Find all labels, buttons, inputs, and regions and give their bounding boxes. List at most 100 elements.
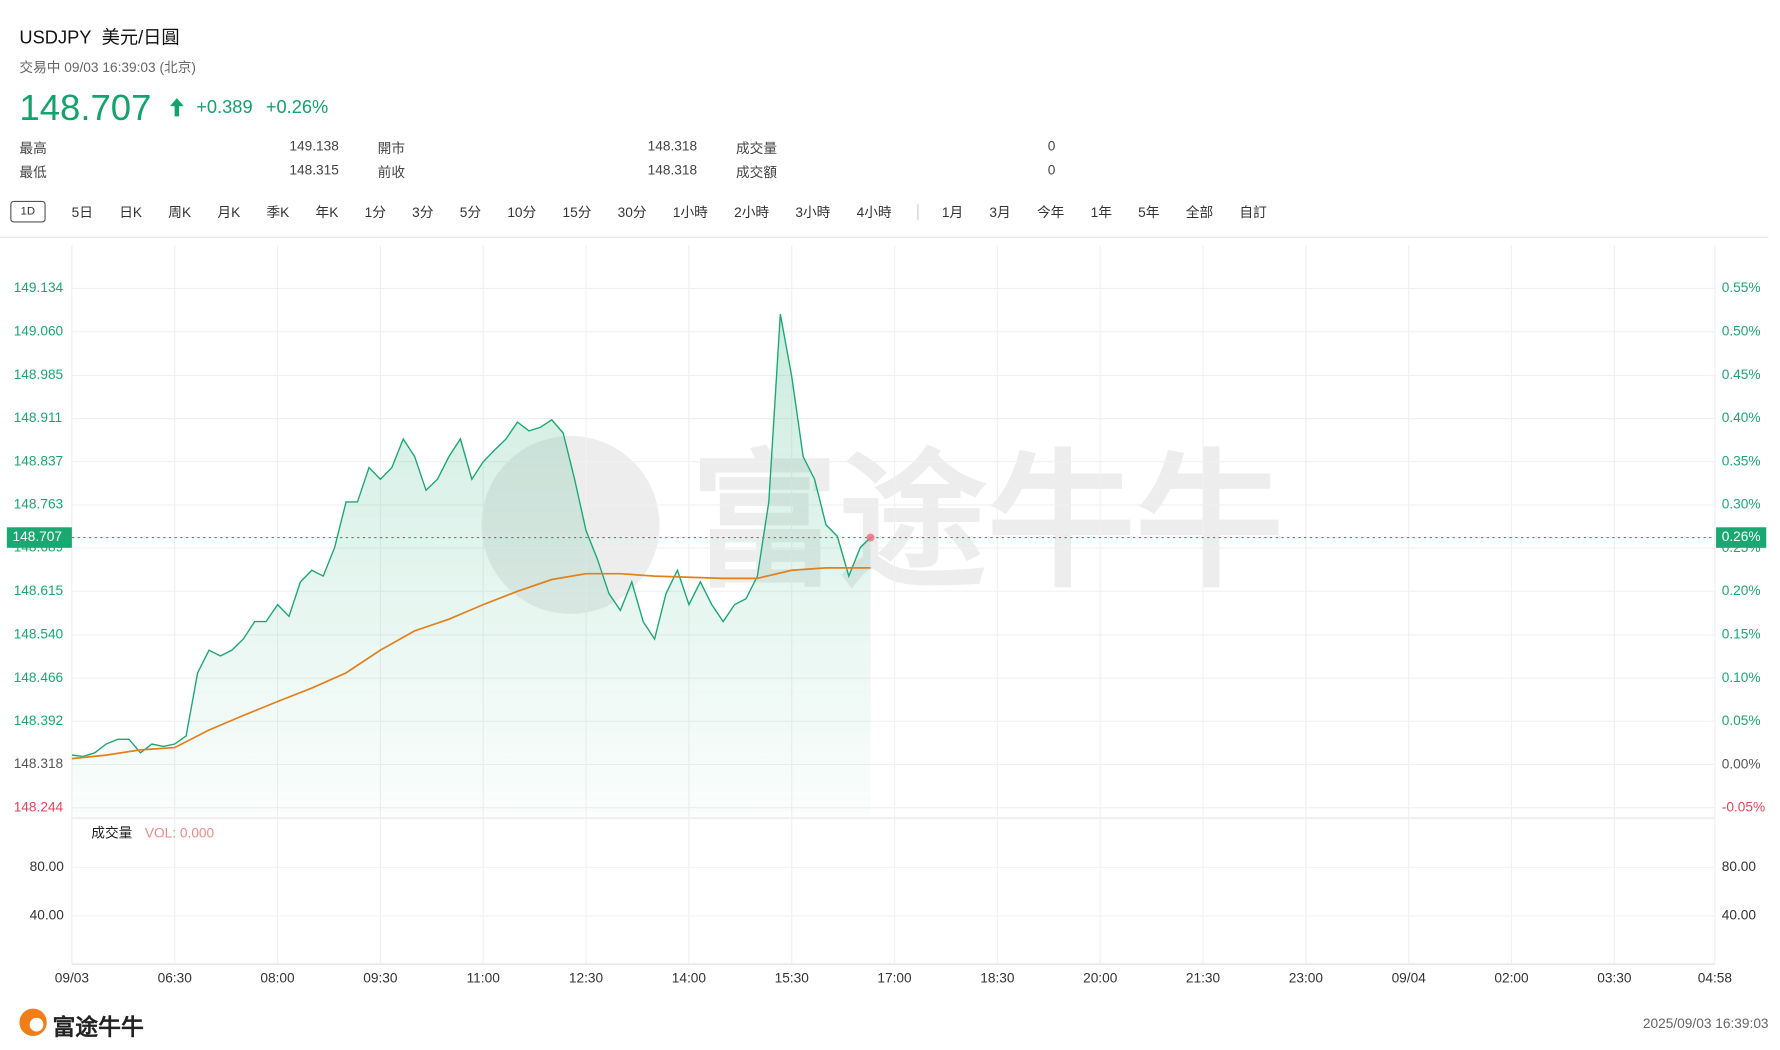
stat-label: 開市 bbox=[377, 140, 406, 157]
x-tick-label: 04:58 bbox=[1698, 971, 1733, 986]
period-tab[interactable]: 月K bbox=[217, 204, 241, 221]
price: 148.707 bbox=[19, 86, 152, 128]
period-tab[interactable]: 年K bbox=[315, 204, 339, 221]
x-tick-label: 14:00 bbox=[672, 971, 707, 986]
volume-legend: VOL: 0.000 bbox=[145, 826, 215, 841]
period-tab[interactable]: 1年 bbox=[1090, 204, 1112, 221]
stat-label: 成交額 bbox=[735, 164, 778, 181]
change: +0.389 bbox=[196, 98, 253, 118]
y-tick-label: 149.134 bbox=[14, 280, 64, 295]
stat-value: 148.318 bbox=[647, 138, 698, 155]
x-tick-label: 03:30 bbox=[1597, 971, 1632, 986]
y2-tick-label: 0.30% bbox=[1722, 497, 1761, 512]
period-tab[interactable]: 1D bbox=[10, 200, 46, 223]
period-tab[interactable]: 今年 bbox=[1036, 204, 1065, 221]
y2-tick-label: 0.15% bbox=[1722, 626, 1761, 641]
logo-icon bbox=[19, 1008, 47, 1037]
line bbox=[71, 567, 871, 760]
x-tick-label: 09/04 bbox=[1392, 971, 1427, 986]
stat-label: 成交量 bbox=[735, 140, 778, 157]
last-pct-label: 0.26% bbox=[1722, 529, 1761, 544]
stat-value: 148.318 bbox=[647, 162, 698, 178]
period-tab[interactable]: 3小時 bbox=[795, 204, 831, 221]
period-tabs: 1D 5日 日K 周K 月K 季K 年K 1分 3分 5分 10分 15分 30分 1小時 2小時 3小時 4小… bbox=[10, 197, 1293, 226]
period-tab[interactable]: 10分 bbox=[507, 204, 537, 221]
stat-label: 最高 bbox=[19, 140, 47, 157]
x-tick-label: 06:30 bbox=[158, 971, 193, 986]
x-tick-label: 15:30 bbox=[775, 971, 810, 986]
stat-value: 0 bbox=[1047, 162, 1056, 178]
stat-label: 最低 bbox=[19, 164, 47, 181]
status: 交易中 09/03 16:39:03 (北京) bbox=[19, 59, 196, 76]
period-tab[interactable]: 2小時 bbox=[734, 204, 770, 221]
period-tab[interactable]: 1分 bbox=[364, 204, 386, 221]
last-price-badge bbox=[6, 527, 72, 548]
period-tab[interactable]: 5日 bbox=[71, 204, 93, 221]
y2-tick-label: 0.05% bbox=[1722, 713, 1761, 728]
last-point bbox=[866, 533, 875, 542]
y-tick-label: 148.911 bbox=[14, 410, 62, 425]
y-tick-label: 148.763 bbox=[14, 497, 64, 512]
last-price-label: 148.707 bbox=[13, 529, 62, 544]
y2-tick-label: 0.40% bbox=[1722, 410, 1761, 425]
y2-tick-label: 0.50% bbox=[1722, 323, 1761, 338]
x-tick-label: 18:30 bbox=[980, 971, 1015, 986]
period-tab[interactable]: 5年 bbox=[1138, 204, 1160, 221]
x-tick-label: 09/03 bbox=[55, 971, 90, 986]
y2-tick-label: 40.00 bbox=[1722, 907, 1757, 922]
stat-value: 148.315 bbox=[289, 162, 339, 178]
y2-tick-label: 0.10% bbox=[1722, 670, 1761, 685]
period-tab[interactable]: 1小時 bbox=[672, 204, 708, 221]
y2-tick-label: -0.05% bbox=[1722, 800, 1765, 815]
y-tick-label: 148.837 bbox=[14, 453, 63, 468]
period-tab[interactable]: 3分 bbox=[412, 204, 434, 221]
period-tab[interactable]: 4小時 bbox=[856, 204, 892, 221]
x-tick-label: 17:00 bbox=[877, 971, 912, 986]
volume-title: 成交量 bbox=[91, 825, 132, 841]
x-tick-label: 23:00 bbox=[1289, 971, 1324, 986]
x-tick-label: 12:30 bbox=[569, 971, 604, 986]
y-tick-label: 148.615 bbox=[14, 583, 64, 598]
y-tick-label: 80.00 bbox=[30, 859, 65, 874]
period-tab[interactable]: 全部 bbox=[1185, 204, 1214, 221]
y-tick-label: 148.392 bbox=[14, 713, 63, 728]
timestamp: 2025/09/03 16:39:03 bbox=[1642, 1015, 1769, 1032]
period-tab[interactable]: 自訂 bbox=[1239, 204, 1267, 221]
x-tick-label: 09:30 bbox=[363, 971, 398, 986]
period-tab[interactable]: 周K bbox=[168, 204, 192, 221]
title: USDJPY 美元/日圓 bbox=[19, 22, 179, 49]
tab-separator bbox=[917, 203, 920, 220]
x-tick-label: 20:00 bbox=[1083, 971, 1118, 986]
period-tab[interactable]: 3月 bbox=[989, 204, 1011, 221]
y-tick-label: 149.060 bbox=[14, 323, 64, 338]
logo-text: 富途牛牛 bbox=[52, 1015, 144, 1041]
y-tick-label: 148.466 bbox=[14, 670, 64, 685]
y2-tick-label: 80.00 bbox=[1722, 859, 1757, 874]
x-tick-label: 02:00 bbox=[1494, 971, 1529, 986]
period-tab[interactable]: 15分 bbox=[562, 204, 592, 221]
change-pct: +0.26% bbox=[265, 98, 329, 118]
stat-value: 0 bbox=[1047, 138, 1056, 155]
y2-tick-label: 0.35% bbox=[1722, 453, 1761, 468]
period-tab[interactable]: 30分 bbox=[617, 204, 647, 221]
y-tick-label: 148.318 bbox=[14, 756, 64, 771]
line bbox=[71, 313, 872, 758]
period-tab[interactable]: 5分 bbox=[459, 204, 482, 221]
up-arrow bbox=[170, 98, 184, 117]
y-tick-label: 148.244 bbox=[14, 799, 64, 814]
symbol: USDJPY bbox=[19, 28, 92, 48]
stat-value: 149.138 bbox=[289, 138, 339, 155]
period-tab[interactable]: 日K bbox=[119, 204, 143, 221]
y2-tick-label: 0.00% bbox=[1722, 756, 1761, 771]
period-tab[interactable]: 季K bbox=[266, 204, 290, 221]
x-tick-label: 08:00 bbox=[260, 971, 295, 986]
last-pct-badge bbox=[1716, 527, 1767, 548]
period-tab[interactable]: 1月 bbox=[941, 204, 964, 221]
y2-tick-label: 0.20% bbox=[1722, 583, 1761, 598]
area bbox=[71, 314, 871, 816]
y2-tick-label: 0.45% bbox=[1722, 367, 1761, 382]
x-tick-label: 11:00 bbox=[467, 971, 501, 986]
